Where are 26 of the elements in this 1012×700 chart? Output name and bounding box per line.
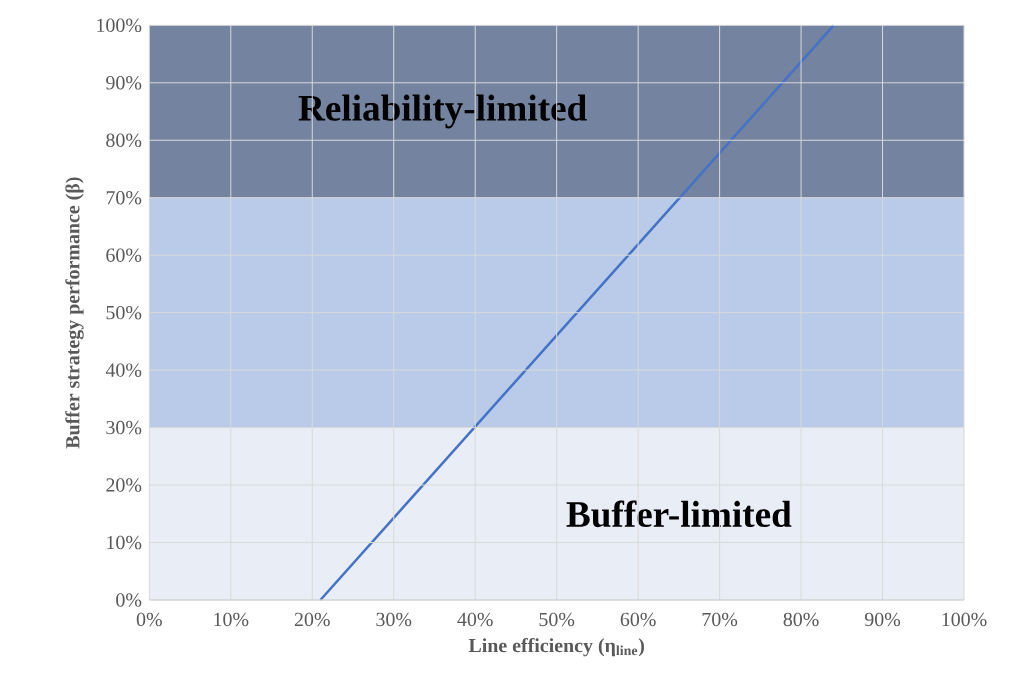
- x-axis-title: Line efficiency (η$_{line}$): [468, 638, 644, 657]
- y-tick-label: 70%: [106, 190, 142, 205]
- y-tick-label: 0%: [116, 593, 142, 607]
- y-tick-label: 100%: [97, 18, 142, 33]
- band-label: Reliability-limited: [298, 94, 587, 129]
- x-tick-label: 100%: [942, 612, 987, 627]
- y-tick-label: 30%: [106, 420, 142, 435]
- y-tick-label: 20%: [106, 478, 142, 492]
- x-tick-label: 40%: [457, 612, 493, 627]
- y-tick-label: 80%: [106, 133, 142, 148]
- y-tick-label: 90%: [106, 76, 142, 90]
- y-axis-title: Buffer strategy performance (β): [65, 177, 84, 449]
- y-tick-label: 50%: [106, 305, 142, 320]
- y-tick-label: 40%: [105, 363, 142, 377]
- x-tick-label: 90%: [864, 612, 901, 627]
- band-label: Buffer-limited: [566, 500, 792, 528]
- x-tick-label: 80%: [783, 612, 819, 627]
- x-tick-label: 50%: [539, 612, 575, 627]
- x-tick-label: 70%: [702, 612, 738, 627]
- x-tick-label: 10%: [214, 612, 249, 627]
- x-tick-label: 0%: [136, 612, 162, 627]
- x-tick-label: 20%: [294, 612, 330, 627]
- y-tick-label: 10%: [107, 535, 142, 550]
- y-tick-label: 60%: [106, 248, 142, 262]
- x-tick-label: 60%: [620, 612, 656, 627]
- x-tick-label: 30%: [376, 612, 412, 627]
